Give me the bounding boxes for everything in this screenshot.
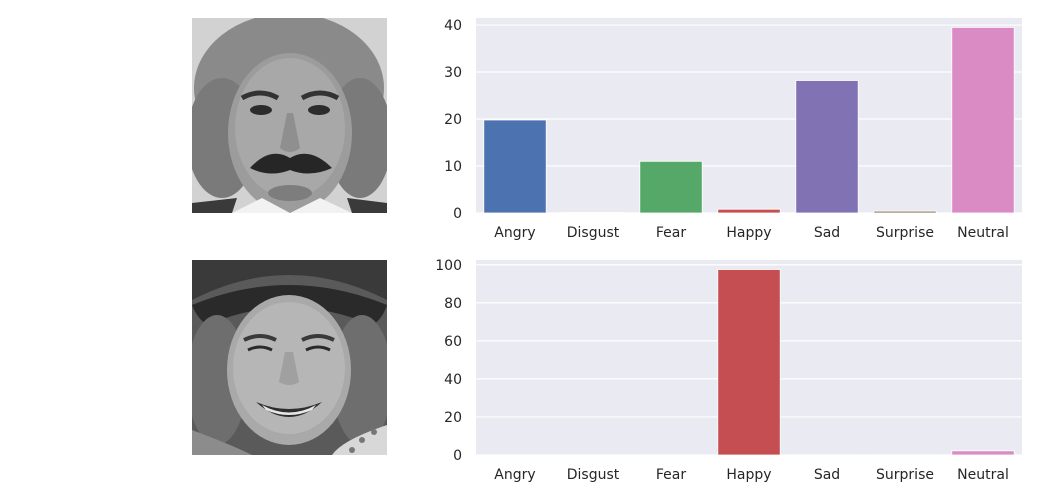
x-tick-label: Surprise xyxy=(876,467,934,483)
y-tick-label: 10 xyxy=(444,159,462,175)
y-tick-label: 20 xyxy=(444,112,462,128)
y-tick-label: 0 xyxy=(453,448,462,464)
x-tick-label: Angry xyxy=(494,225,535,241)
x-tick-label: Surprise xyxy=(876,225,934,241)
y-tick-label: 100 xyxy=(435,258,462,274)
x-tick-label: Neutral xyxy=(957,225,1009,241)
bar-happy xyxy=(717,269,781,456)
bar-neutral xyxy=(951,450,1015,456)
x-tick-label: Sad xyxy=(814,225,840,241)
bar-neutral xyxy=(951,26,1015,214)
x-tick-label: Fear xyxy=(656,225,686,241)
face-photo-2 xyxy=(192,260,387,455)
x-tick-label: Sad xyxy=(814,467,840,483)
emotion-bar-chart-2: 0 20 40 60 80 100 Angry Disgust Fear Happy Sad Surp… xyxy=(435,258,1022,483)
bar-fear xyxy=(639,160,703,214)
x-tick-label: Happy xyxy=(726,467,771,483)
y-tick-label: 0 xyxy=(453,206,462,222)
face-photo-smiling-woman-hat xyxy=(192,260,387,455)
y-tick-label: 30 xyxy=(444,65,462,81)
y-tick-label: 80 xyxy=(444,296,462,312)
y-tick-label: 60 xyxy=(444,334,462,350)
y-tick-label: 20 xyxy=(444,410,462,426)
y-tick-label: 40 xyxy=(444,372,462,388)
x-tick-label: Disgust xyxy=(567,467,620,483)
plot-background xyxy=(476,18,1022,213)
face-photo-older-man-mustache xyxy=(192,18,387,213)
x-tick-label: Fear xyxy=(656,467,686,483)
bar-angry xyxy=(483,119,547,214)
face-photo-1 xyxy=(192,18,387,213)
bar-sad xyxy=(795,80,859,214)
y-tick-label: 40 xyxy=(444,18,462,34)
x-tick-label: Angry xyxy=(494,467,535,483)
bar-surprise xyxy=(873,210,937,214)
x-tick-label: Disgust xyxy=(567,225,620,241)
bar-happy xyxy=(717,208,781,214)
x-tick-label: Happy xyxy=(726,225,771,241)
x-tick-label: Neutral xyxy=(957,467,1009,483)
emotion-bar-chart-1: 0 10 20 30 40 Angry Disgust Fear Happy Sad Surpris… xyxy=(444,18,1022,241)
